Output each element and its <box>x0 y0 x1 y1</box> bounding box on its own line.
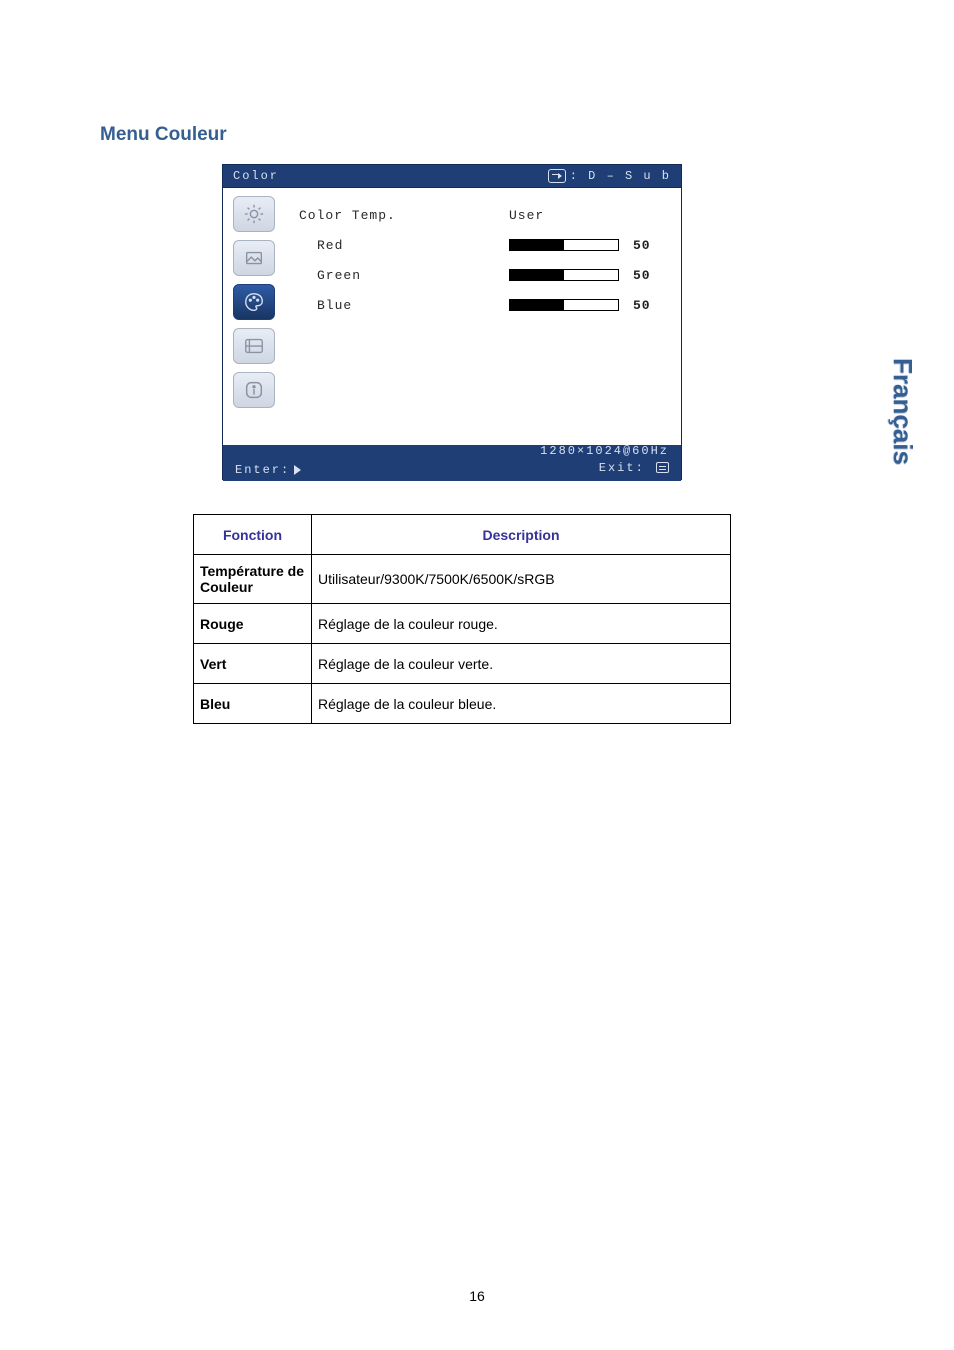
page-number: 16 <box>0 1288 954 1304</box>
table-row: VertRéglage de la couleur verte. <box>194 644 731 684</box>
resolution-label: 1280×1024@60Hz <box>540 443 669 460</box>
red-label: Red <box>299 238 439 253</box>
blue-value: 50 <box>633 298 651 313</box>
green-slider[interactable] <box>509 269 619 281</box>
exit-menu-icon <box>656 462 669 473</box>
blue-row[interactable]: Blue 50 <box>299 290 667 320</box>
osd-body: Color Temp. User Red 50 Green 50 Blue <box>223 187 681 445</box>
osd-title: Color <box>233 169 279 183</box>
header-function: Fonction <box>194 515 312 555</box>
info-icon[interactable] <box>233 372 275 408</box>
table-row: Température de CouleurUtilisateur/9300K/… <box>194 555 731 604</box>
image-icon[interactable] <box>233 240 275 276</box>
osd-settings-icon[interactable] <box>233 328 275 364</box>
osd-content: Color Temp. User Red 50 Green 50 Blue <box>285 188 681 445</box>
description-cell: Réglage de la couleur verte. <box>312 644 731 684</box>
page-title: Menu Couleur <box>100 124 227 146</box>
osd-icon-strip <box>223 188 285 445</box>
color-temp-row[interactable]: Color Temp. User <box>299 200 667 230</box>
green-value: 50 <box>633 268 651 283</box>
table-row: BleuRéglage de la couleur bleue. <box>194 684 731 724</box>
red-slider[interactable] <box>509 239 619 251</box>
enter-label: Enter: <box>235 463 290 477</box>
blue-label: Blue <box>299 298 439 313</box>
red-row[interactable]: Red 50 <box>299 230 667 260</box>
description-cell: Utilisateur/9300K/7500K/6500K/sRGB <box>312 555 731 604</box>
function-cell: Température de Couleur <box>194 555 312 604</box>
green-row[interactable]: Green 50 <box>299 260 667 290</box>
header-description: Description <box>312 515 731 555</box>
table-row: RougeRéglage de la couleur rouge. <box>194 604 731 644</box>
function-cell: Rouge <box>194 604 312 644</box>
enter-arrow-icon <box>294 465 301 475</box>
green-label: Green <box>299 268 439 283</box>
brightness-icon[interactable] <box>233 196 275 232</box>
function-table: Fonction Description Température de Coul… <box>193 514 731 724</box>
input-source-label: : D – S u b <box>570 169 671 183</box>
input-source-icon <box>548 169 566 183</box>
red-value: 50 <box>633 238 651 253</box>
function-cell: Bleu <box>194 684 312 724</box>
color-temp-value: User <box>439 208 667 223</box>
blue-slider[interactable] <box>509 299 619 311</box>
language-tab: Français <box>887 358 918 465</box>
description-cell: Réglage de la couleur rouge. <box>312 604 731 644</box>
description-cell: Réglage de la couleur bleue. <box>312 684 731 724</box>
function-cell: Vert <box>194 644 312 684</box>
osd-topbar: Color : D – S u b <box>223 165 681 187</box>
table-header-row: Fonction Description <box>194 515 731 555</box>
osd-footer: Enter: 1280×1024@60Hz Exit: <box>223 445 681 481</box>
osd-panel: Color : D – S u b Color Temp. <box>222 164 682 480</box>
exit-label: Exit: <box>599 461 645 475</box>
color-icon[interactable] <box>233 284 275 320</box>
color-temp-label: Color Temp. <box>299 208 439 223</box>
